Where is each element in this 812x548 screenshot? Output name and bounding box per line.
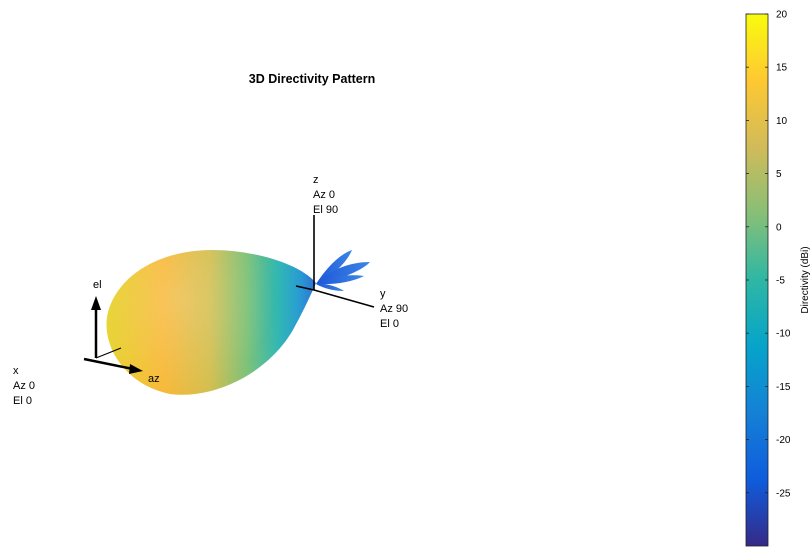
x-axis-az: Az 0 [13, 380, 35, 392]
el-arrow-icon [91, 296, 101, 310]
y-axis-label: y Az 90 El 0 [380, 288, 408, 330]
x-axis-name: x [13, 365, 19, 377]
z-axis-name: z [313, 174, 319, 186]
z-axis-label: z Az 0 El 90 [313, 174, 338, 216]
colorbar-label: Directivity (dBi) [800, 246, 811, 313]
x-axis-label: x Az 0 El 0 [13, 365, 35, 407]
orientation-indicator: el az [83, 279, 160, 385]
chart-title: 3D Directivity Pattern [249, 72, 375, 86]
colorbar-tick-label: 5 [776, 169, 782, 180]
colorbar-tick-label: 20 [776, 10, 788, 21]
colorbar-gradient [745, 13, 769, 547]
colorbar-tick-label: -15 [776, 382, 791, 393]
colorbar-tick-label: 10 [776, 116, 788, 127]
x-axis-line [295, 285, 315, 291]
el-label: el [93, 279, 102, 291]
main-lobe [106, 250, 317, 395]
colorbar-tick-label: -5 [776, 276, 785, 287]
side-lobes [316, 250, 370, 291]
colorbar: 20 15 10 5 0 -5 -10 -15 -20 -25 Directivity (dBi) [745, 10, 811, 547]
colorbar-tick-label: -20 [776, 435, 791, 446]
y-axis-name: y [380, 288, 386, 300]
colorbar-tick-label: 15 [776, 63, 788, 74]
colorbar-tick-label: -25 [776, 488, 791, 499]
coordinate-axes [295, 215, 375, 308]
colorbar-tick-label: -10 [776, 329, 791, 340]
az-label: az [148, 373, 160, 385]
z-axis-el: El 90 [313, 204, 338, 216]
x-axis-el: El 0 [13, 395, 32, 407]
y-axis-el: El 0 [380, 318, 399, 330]
z-axis-az: Az 0 [313, 189, 335, 201]
colorbar-ticks: 20 15 10 5 0 -5 -10 -15 -20 -25 [746, 10, 791, 499]
y-axis-az: Az 90 [380, 303, 408, 315]
colorbar-tick-label: 0 [776, 222, 782, 233]
az-arrow-icon [129, 364, 143, 374]
y-axis-line [313, 289, 375, 308]
